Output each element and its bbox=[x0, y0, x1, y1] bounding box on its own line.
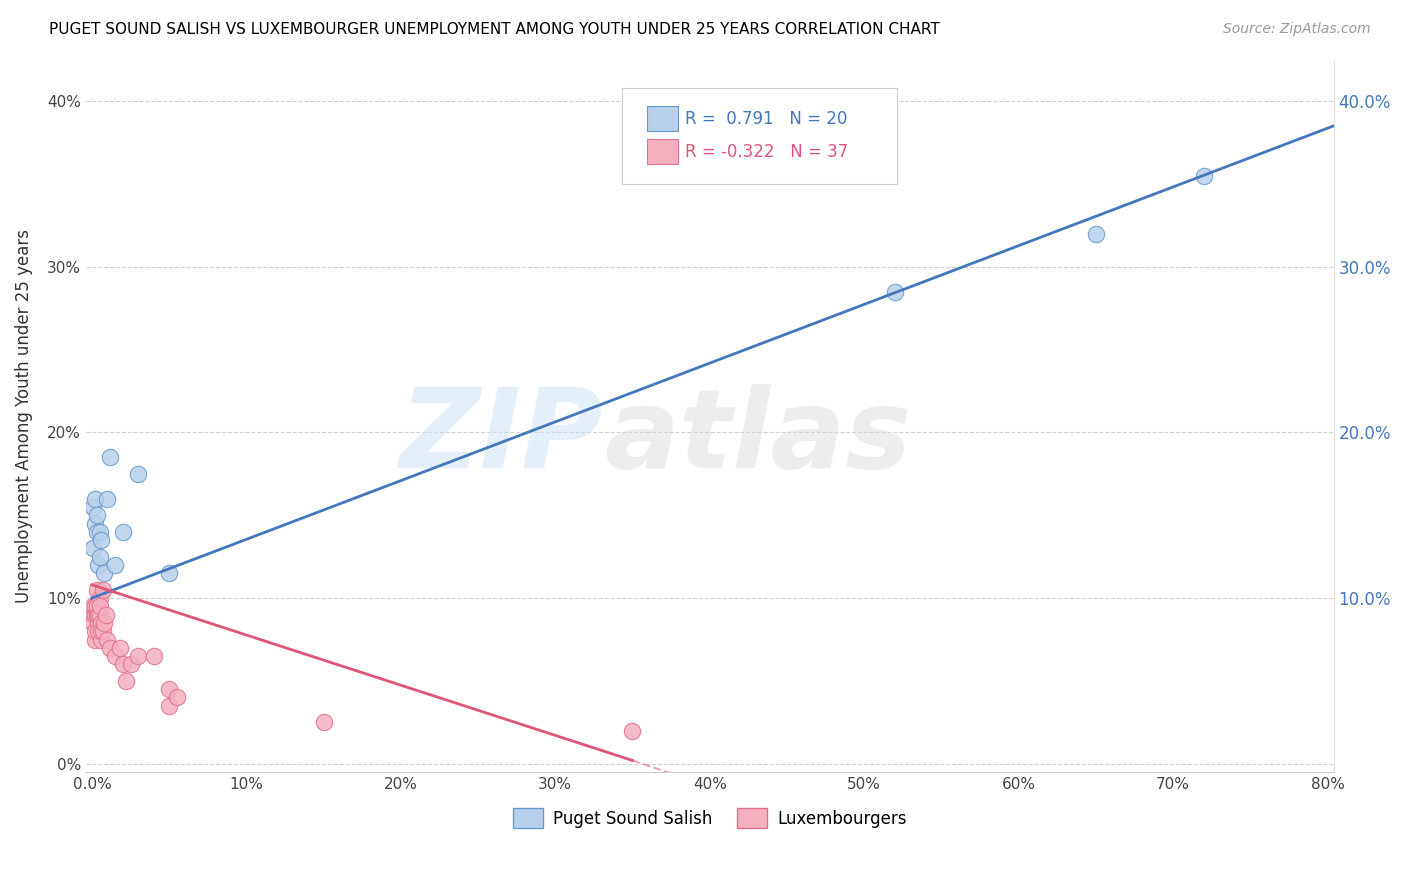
Text: R = -0.322   N = 37: R = -0.322 N = 37 bbox=[685, 144, 848, 161]
Point bbox=[82, 541, 104, 556]
Point bbox=[100, 640, 122, 655]
Text: PUGET SOUND SALISH VS LUXEMBOURGER UNEMPLOYMENT AMONG YOUTH UNDER 25 YEARS CORRE: PUGET SOUND SALISH VS LUXEMBOURGER UNEMP… bbox=[49, 22, 941, 37]
Point bbox=[84, 624, 107, 639]
Point bbox=[1084, 227, 1107, 241]
Point bbox=[86, 508, 108, 523]
Point bbox=[87, 607, 110, 622]
Point bbox=[100, 450, 122, 465]
Point bbox=[127, 649, 149, 664]
Bar bbox=[647, 139, 679, 164]
Point bbox=[89, 599, 111, 614]
Point bbox=[621, 723, 644, 738]
Text: ZIP: ZIP bbox=[401, 384, 603, 491]
Point bbox=[87, 624, 110, 639]
Text: atlas: atlas bbox=[603, 384, 911, 491]
Point bbox=[89, 549, 111, 564]
Point bbox=[86, 607, 108, 622]
Point bbox=[89, 607, 111, 622]
Point bbox=[166, 690, 188, 705]
Point bbox=[90, 624, 112, 639]
Point bbox=[87, 615, 110, 630]
Text: R =  0.791   N = 20: R = 0.791 N = 20 bbox=[685, 110, 846, 128]
Point bbox=[84, 632, 107, 647]
Y-axis label: Unemployment Among Youth under 25 years: Unemployment Among Youth under 25 years bbox=[15, 229, 32, 603]
Point bbox=[157, 566, 180, 581]
Point bbox=[93, 615, 115, 630]
Point bbox=[120, 657, 142, 672]
Point bbox=[93, 566, 115, 581]
Point bbox=[87, 558, 110, 572]
Point bbox=[108, 640, 131, 655]
Point bbox=[104, 649, 127, 664]
Point bbox=[90, 615, 112, 630]
Point bbox=[157, 682, 180, 697]
Point bbox=[157, 698, 180, 713]
Point bbox=[84, 599, 107, 614]
Point bbox=[86, 582, 108, 597]
Point bbox=[89, 591, 111, 605]
Bar bbox=[647, 106, 679, 131]
Point bbox=[82, 599, 104, 614]
Point bbox=[94, 607, 117, 622]
Point bbox=[90, 632, 112, 647]
Point bbox=[82, 607, 104, 622]
Point bbox=[884, 285, 907, 299]
Point bbox=[86, 524, 108, 539]
Point bbox=[312, 715, 335, 730]
Text: Source: ZipAtlas.com: Source: ZipAtlas.com bbox=[1223, 22, 1371, 37]
Point bbox=[1192, 169, 1215, 183]
FancyBboxPatch shape bbox=[623, 88, 897, 185]
Point bbox=[84, 491, 107, 506]
Point bbox=[96, 632, 118, 647]
Point bbox=[90, 533, 112, 547]
Point bbox=[82, 500, 104, 514]
Point bbox=[91, 624, 114, 639]
Point bbox=[142, 649, 165, 664]
Point bbox=[84, 516, 107, 531]
Point bbox=[96, 491, 118, 506]
Legend: Puget Sound Salish, Luxembourgers: Puget Sound Salish, Luxembourgers bbox=[506, 801, 914, 835]
Point bbox=[89, 524, 111, 539]
Point bbox=[91, 582, 114, 597]
Point bbox=[127, 467, 149, 481]
Point bbox=[111, 657, 134, 672]
Point bbox=[82, 615, 104, 630]
Point bbox=[104, 558, 127, 572]
Point bbox=[84, 607, 107, 622]
Point bbox=[111, 524, 134, 539]
Point bbox=[86, 599, 108, 614]
Point bbox=[115, 673, 138, 688]
